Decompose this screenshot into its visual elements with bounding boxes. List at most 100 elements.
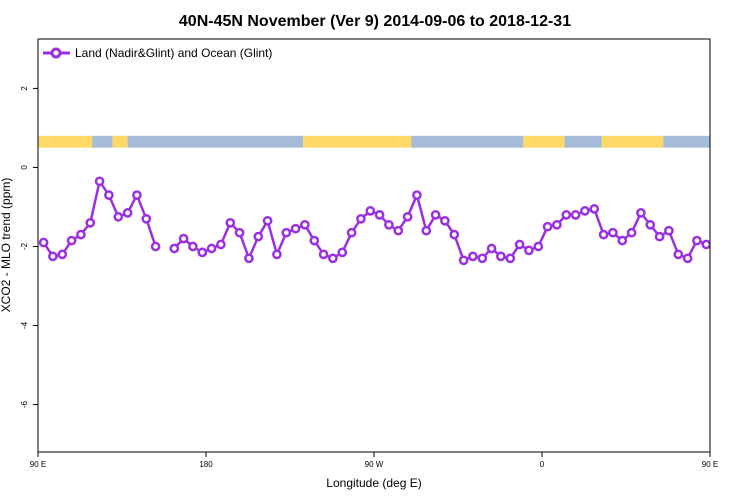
data-point xyxy=(337,247,348,258)
data-point xyxy=(122,208,133,218)
band-segment-ocean xyxy=(127,135,304,148)
x-tick-label: 0 xyxy=(540,460,545,469)
data-point xyxy=(94,176,105,187)
data-point xyxy=(234,227,245,238)
y-tick-label: 0 xyxy=(20,165,29,170)
data-point xyxy=(740,237,747,244)
data-point xyxy=(188,241,198,252)
x-axis-title: Longitude (deg E) xyxy=(326,476,421,490)
band-segment-ocean xyxy=(663,135,710,148)
band-segment-land xyxy=(303,135,412,148)
data-point xyxy=(731,251,738,258)
data-point xyxy=(300,219,310,230)
band-segment-ocean xyxy=(92,135,113,148)
data-point xyxy=(458,255,469,266)
data-point xyxy=(721,253,728,260)
data-point xyxy=(328,253,338,264)
data-point xyxy=(589,204,600,214)
data-point xyxy=(636,208,646,218)
data-point xyxy=(505,253,516,264)
data-point xyxy=(178,233,189,244)
band-segment-land xyxy=(523,135,565,148)
data-point xyxy=(654,231,665,242)
data-point xyxy=(701,239,710,250)
x-tick-label: 180 xyxy=(199,460,213,469)
data-point xyxy=(468,251,478,262)
data-point xyxy=(514,239,525,250)
data-point xyxy=(225,217,236,228)
data-point xyxy=(244,253,254,264)
x-tick-label: 90 E xyxy=(30,460,46,469)
y-tick-label: -4 xyxy=(20,321,29,329)
data-point xyxy=(486,243,497,254)
data-point xyxy=(645,219,656,230)
band-segment-land xyxy=(38,135,93,148)
data-point xyxy=(561,210,572,220)
data-point xyxy=(712,239,719,246)
data-point xyxy=(412,190,422,200)
data-point xyxy=(85,217,96,228)
data-point xyxy=(262,215,273,226)
data-point xyxy=(38,237,49,248)
x-tick-label: 90 W xyxy=(365,460,384,469)
legend-label: Land (Nadir&Glint) and Ocean (Glint) xyxy=(75,46,272,60)
plot-frame xyxy=(37,38,711,453)
data-point xyxy=(608,227,618,238)
data-point xyxy=(104,190,114,200)
data-point xyxy=(132,190,142,200)
data-point xyxy=(76,229,86,240)
surface-type-band xyxy=(38,135,710,148)
data-point xyxy=(365,206,376,216)
data-point xyxy=(673,249,684,260)
data-point xyxy=(440,215,450,226)
data-point xyxy=(141,213,152,224)
data-point xyxy=(113,211,124,222)
data-point xyxy=(570,210,581,220)
data-point xyxy=(57,249,68,260)
data-point xyxy=(66,235,77,246)
data-point xyxy=(272,249,282,260)
y-axis-title: XCO2 - MLO trend (ppm) xyxy=(0,178,13,313)
band-segment-land xyxy=(601,135,664,148)
data-point xyxy=(281,227,292,238)
data-point xyxy=(346,227,357,238)
data-point xyxy=(48,251,58,262)
data-point xyxy=(206,243,217,254)
legend: Land (Nadir&Glint) and Ocean (Glint) xyxy=(43,46,272,60)
data-point xyxy=(393,225,404,236)
data-point xyxy=(309,235,320,246)
x-axis: 90 E 180 90 W 0 90 E xyxy=(30,452,718,469)
band-segment-land xyxy=(112,135,128,148)
data-point xyxy=(384,219,394,230)
data-point xyxy=(374,210,385,220)
y-tick-label: -2 xyxy=(20,242,29,250)
band-segment-ocean xyxy=(411,135,524,148)
data-point xyxy=(682,253,693,264)
data-point xyxy=(626,227,637,238)
data-point xyxy=(692,235,702,246)
data-point xyxy=(197,247,208,258)
data-point xyxy=(542,221,553,232)
data-point xyxy=(318,249,329,260)
series-layer xyxy=(38,176,747,266)
data-point xyxy=(617,235,628,246)
chart-title: 40N-45N November (Ver 9) 2014-09-06 to 2… xyxy=(179,13,571,30)
data-point xyxy=(477,253,488,264)
data-point xyxy=(598,229,609,240)
y-tick-label: -6 xyxy=(20,400,29,408)
data-point xyxy=(430,210,441,220)
data-point xyxy=(449,229,460,240)
band-segment-ocean xyxy=(564,135,602,148)
y-axis: 2 0 -2 -4 -6 xyxy=(20,86,38,408)
data-point xyxy=(496,251,506,262)
data-point xyxy=(533,241,544,252)
data-point xyxy=(580,206,590,216)
data-point xyxy=(664,225,674,236)
data-point xyxy=(216,239,226,250)
data-point xyxy=(421,225,432,236)
y-tick-label: 2 xyxy=(20,86,29,91)
data-point xyxy=(524,245,534,256)
legend-marker-swatch xyxy=(50,47,62,59)
data-point xyxy=(402,211,413,222)
